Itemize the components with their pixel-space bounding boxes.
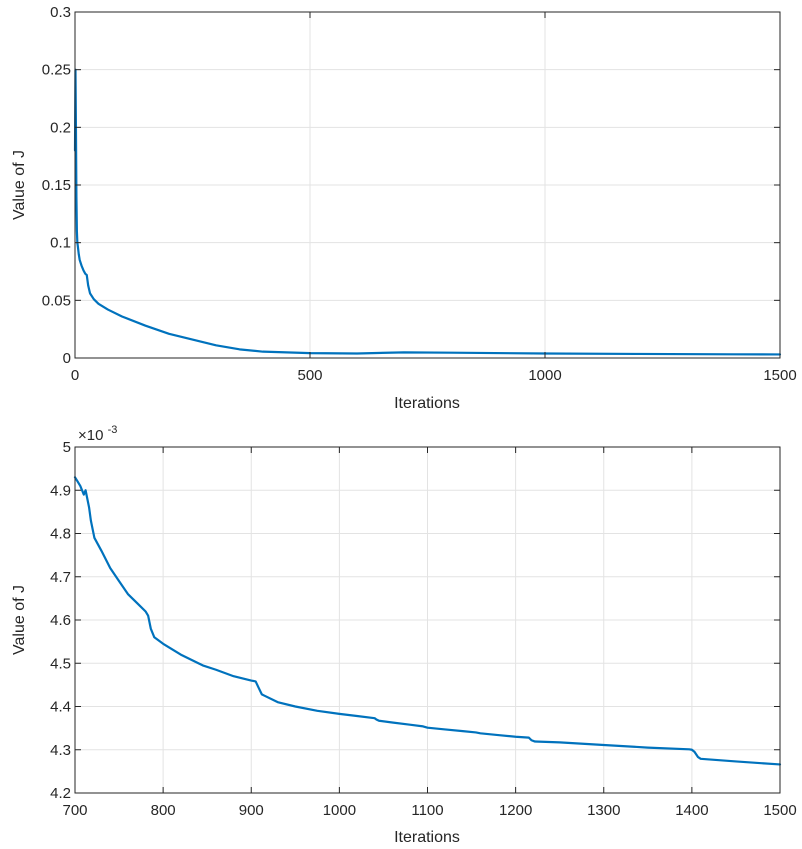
plot-2-x-tick-label: 1400 xyxy=(675,802,708,819)
plot-2-y-tick-label: 4.9 xyxy=(50,482,71,499)
plot-2-y-tick-label: 4.2 xyxy=(50,785,71,802)
plot-2-y-tick-label: 4.3 xyxy=(50,742,71,759)
plot-2-y-tick-label: 4.7 xyxy=(50,569,71,586)
plot-1-x-tick-label: 1500 xyxy=(763,367,796,384)
plot-2-x-tick-label: 1300 xyxy=(587,802,620,819)
plot-2-exponent: ×10 -3 xyxy=(78,424,117,444)
plot-1-y-tick-label: 0.15 xyxy=(42,177,71,194)
plot-2-y-tick-label: 4.5 xyxy=(50,655,71,672)
plot-2: 700 800 900 1000 1100 1200 1300 1400 1500 4.2 4.3 4… xyxy=(11,424,797,846)
plot-1-x-tick-label: 500 xyxy=(297,367,322,384)
plot-2-y-tick-label: 4.8 xyxy=(50,526,71,543)
plot-2-series xyxy=(73,476,782,766)
plot-2-x-tick-label: 1000 xyxy=(323,802,356,819)
plot-1-x-tick-label: 1000 xyxy=(528,367,561,384)
plot-1-series xyxy=(73,68,782,356)
plot-1-y-tick-label: 0.05 xyxy=(42,292,71,309)
plot-2-x-tick-label: 900 xyxy=(239,802,264,819)
plot-2-x-tick-label: 1100 xyxy=(411,802,443,819)
plot-1-y-tick-label: 0.2 xyxy=(50,119,71,136)
plot-1-x-axis-label: Iterations xyxy=(394,395,460,412)
plot-2-y-tick-label: 4.4 xyxy=(50,699,71,716)
plot-2-series-line xyxy=(73,476,782,766)
plot-2-y-axis-label: Value of J xyxy=(11,585,28,655)
plot-2-exponent-power: -3 xyxy=(108,424,118,436)
plot-1-y-tick-label: 0.1 xyxy=(50,235,71,252)
plot-1-x-tick-label: 0 xyxy=(71,367,79,384)
plot-2-x-tick-label: 800 xyxy=(151,802,176,819)
plot-2-y-tick-label: 4.6 xyxy=(50,612,71,629)
plot-1-y-tick-label: 0 xyxy=(63,350,71,367)
plot-2-x-axis-label: Iterations xyxy=(394,829,460,846)
plot-1-y-tick-label: 0.3 xyxy=(50,4,71,21)
plot-2-y-tick-label: 5 xyxy=(63,439,71,456)
plot-2-x-tick-label: 1500 xyxy=(763,802,796,819)
plot-1-y-tick-label: 0.25 xyxy=(42,62,71,79)
plot-1-y-axis-label: Value of J xyxy=(11,150,28,220)
plot-1-ticks: 0 500 1000 1500 0 0.05 0.1 0.15 0.2 0.25 0.3 xyxy=(42,4,797,384)
plot-2-x-tick-label: 1200 xyxy=(499,802,532,819)
plot-2-x-tick-label: 700 xyxy=(62,802,87,819)
plot-1-series-line xyxy=(73,68,782,356)
plot-2-ticks: 700 800 900 1000 1100 1200 1300 1400 1500 4.2 4.3 4… xyxy=(50,439,797,819)
plot-2-exponent-base: ×10 xyxy=(78,427,103,444)
plot-1: 0 500 1000 1500 0 0.05 0.1 0.15 0.2 0.25 0.3 Itera… xyxy=(11,4,797,412)
